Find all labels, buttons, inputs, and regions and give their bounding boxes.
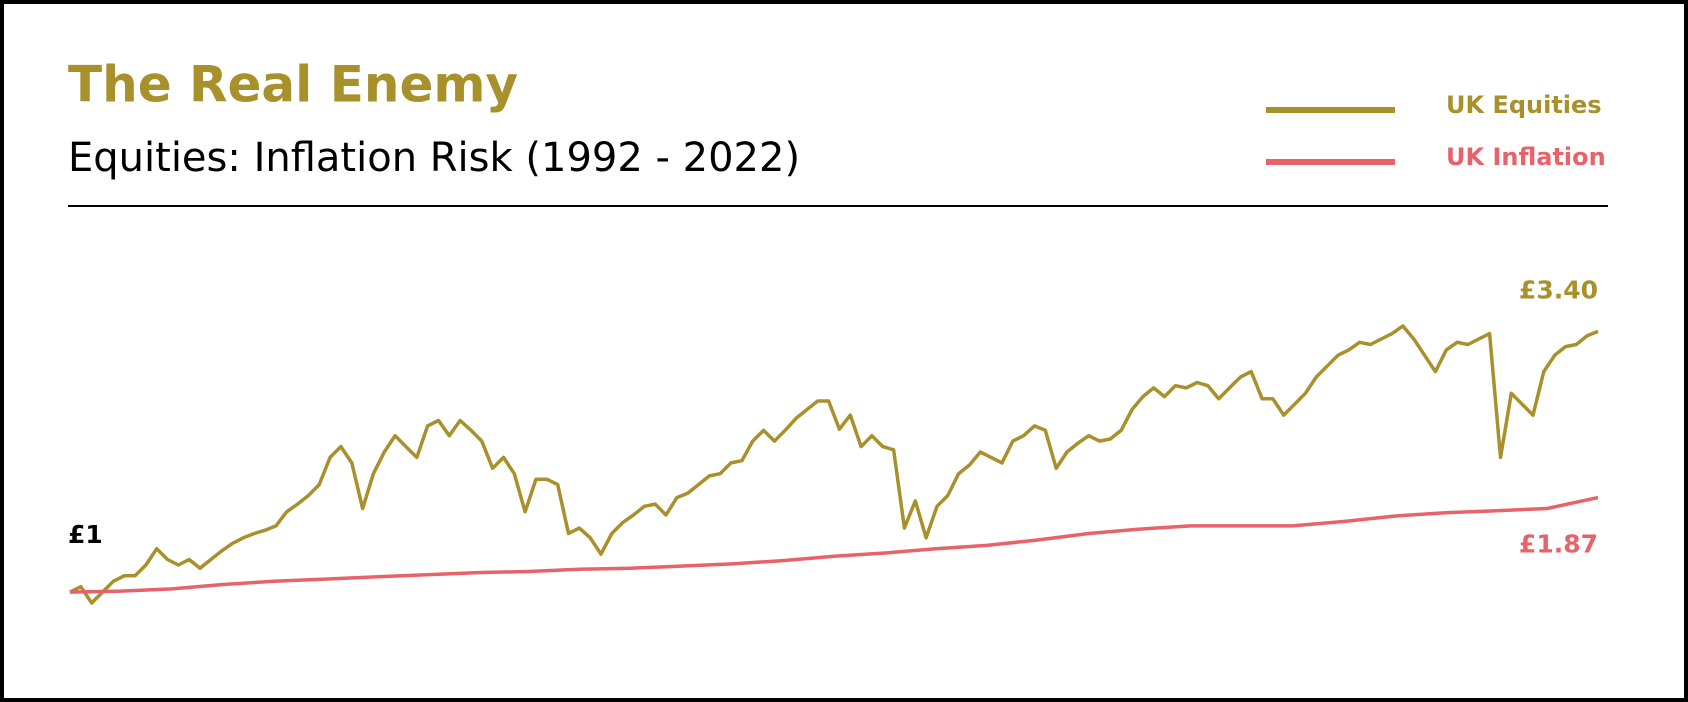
value-label: £1.87 (1519, 530, 1598, 559)
value-label: £1 (68, 520, 103, 549)
chart-title: The Real Enemy (68, 56, 518, 114)
legend-label: UK Equities (1446, 91, 1602, 119)
series-line (69, 495, 1599, 594)
chart-subtitle: Equities: Inflation Risk (1992 - 2022) (68, 135, 800, 181)
series-line (69, 324, 1599, 605)
legend-label: UK Inflation (1446, 143, 1606, 171)
value-label: £3.40 (1519, 275, 1598, 304)
